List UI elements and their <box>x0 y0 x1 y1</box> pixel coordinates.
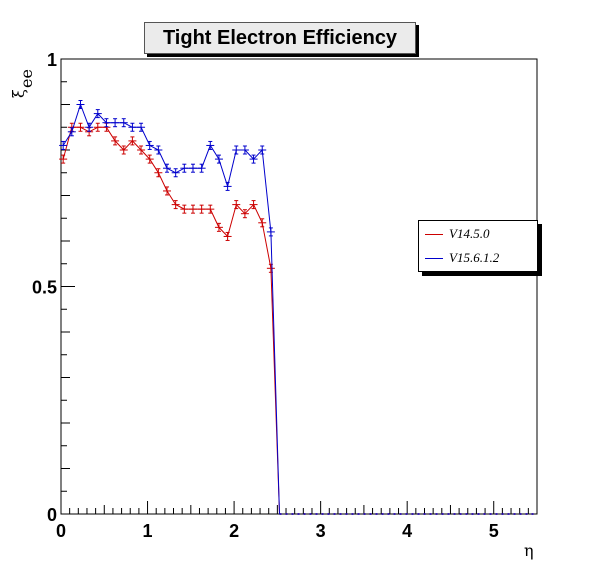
data-point <box>258 145 267 155</box>
data-point <box>128 122 137 132</box>
data-point <box>59 154 68 164</box>
data-point <box>59 140 68 150</box>
plot-frame <box>60 58 538 515</box>
data-point <box>206 204 215 214</box>
data-point <box>119 145 128 155</box>
data-point <box>240 145 249 155</box>
data-point <box>240 209 249 219</box>
x-tick-label: 4 <box>402 521 412 541</box>
data-point <box>180 204 189 214</box>
data-point <box>137 145 146 155</box>
data-point <box>119 118 128 128</box>
data-point <box>67 127 76 137</box>
svg-text:ξ: ξ <box>9 89 28 98</box>
y-tick-label: 0 <box>47 505 57 525</box>
data-point <box>85 122 94 132</box>
data-point <box>76 122 85 132</box>
data-point <box>137 122 146 132</box>
data-point <box>128 136 137 146</box>
y-axis-label: ξ ee <box>9 69 36 98</box>
data-point <box>232 200 241 210</box>
y-axis: 00.51 <box>32 50 75 525</box>
data-point <box>180 163 189 173</box>
data-point <box>258 218 267 228</box>
series-layer <box>59 100 537 515</box>
data-point <box>249 154 258 164</box>
x-tick-label: 5 <box>489 521 499 541</box>
data-point <box>145 154 154 164</box>
svg-text:ee: ee <box>17 69 36 88</box>
data-point <box>188 163 197 173</box>
data-point <box>93 109 102 119</box>
x-axis: 0 1 2 3 4 5 <box>56 501 538 541</box>
data-point <box>111 118 120 128</box>
legend-label-2: V15.6.1.2 <box>449 250 500 265</box>
data-point <box>249 200 258 210</box>
x-tick-label: 0 <box>56 521 66 541</box>
x-tick-label: 1 <box>143 521 153 541</box>
data-point <box>232 145 241 155</box>
data-point <box>171 168 180 178</box>
legend-label-1: V14.5.0 <box>449 226 490 241</box>
data-point <box>102 118 111 128</box>
legend-swatch-1 <box>425 233 443 235</box>
legend-swatch-2 <box>425 257 443 259</box>
chart-title: Tight Electron Efficiency <box>162 26 398 49</box>
data-point <box>197 204 206 214</box>
chart-title-box: Tight Electron Efficiency <box>144 22 416 54</box>
data-point <box>223 231 232 241</box>
y-tick-label: 1 <box>47 50 57 70</box>
legend: V14.5.0 V15.6.1.2 <box>418 220 538 272</box>
data-point <box>188 204 197 214</box>
data-point <box>145 140 154 150</box>
data-point <box>171 200 180 210</box>
data-point <box>154 145 163 155</box>
x-axis-label: η <box>524 541 534 560</box>
y-tick-label: 0.5 <box>32 278 57 298</box>
data-point <box>163 186 172 196</box>
data-point <box>163 163 172 173</box>
data-point <box>206 140 215 150</box>
data-point <box>266 227 275 237</box>
data-point <box>154 168 163 178</box>
x-tick-label: 2 <box>229 521 239 541</box>
data-point <box>93 122 102 132</box>
legend-entry-1: V14.5.0 <box>425 225 489 243</box>
data-point <box>214 154 223 164</box>
data-point <box>111 136 120 146</box>
data-point <box>223 181 232 191</box>
x-tick-label: 3 <box>316 521 326 541</box>
data-point <box>197 163 206 173</box>
data-point <box>214 222 223 232</box>
data-point <box>76 100 85 109</box>
legend-entry-2: V15.6.1.2 <box>425 249 499 267</box>
